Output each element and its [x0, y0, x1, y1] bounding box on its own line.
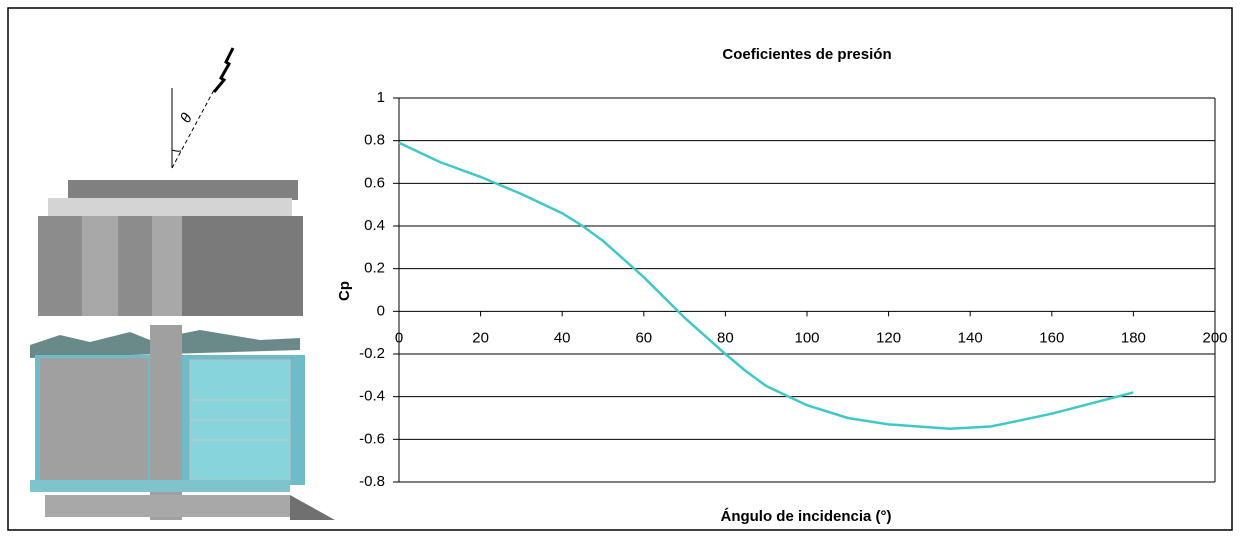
facade-side: [182, 216, 303, 316]
x-tick-label: 180: [1121, 329, 1146, 346]
wind-arrow: [212, 47, 235, 93]
x-tick-label: 0: [395, 329, 403, 346]
x-tick-label: 120: [876, 329, 901, 346]
y-tick-label: 0.6: [364, 174, 385, 191]
x-tick-label: 200: [1202, 329, 1227, 346]
x-tick-label: 160: [1039, 329, 1064, 346]
x-tick-label: 40: [554, 329, 571, 346]
x-tick-label: 140: [958, 329, 983, 346]
angle-arc: [171, 149, 182, 152]
chart-title: Coeficientes de presión: [722, 46, 891, 63]
y-axis-label: Cp: [336, 281, 353, 301]
x-tick-label: 20: [472, 329, 489, 346]
wall-panel: [40, 358, 148, 483]
column: [82, 216, 118, 316]
y-tick-label: 0.2: [364, 260, 385, 277]
y-tick-label: 1: [377, 89, 385, 106]
x-axis-label: Ángulo de incidencia (°): [720, 508, 891, 525]
wind-direction: [171, 89, 215, 169]
x-tick-label: 100: [794, 329, 819, 346]
base-glass: [30, 480, 290, 492]
ramp: [290, 495, 335, 520]
y-tick-label: -0.4: [359, 388, 385, 405]
y-tick-label: -0.6: [359, 430, 385, 447]
roof: [68, 180, 298, 200]
column: [152, 216, 182, 316]
base: [45, 495, 290, 517]
y-tick-label: 0: [377, 302, 385, 319]
y-tick-label: 0.8: [364, 132, 385, 149]
y-tick-label: -0.8: [359, 473, 385, 490]
y-tick-label: -0.2: [359, 345, 385, 362]
y-tick-label: 0.4: [364, 217, 385, 234]
x-tick-label: 80: [717, 329, 734, 346]
building-illustration: θ: [30, 47, 335, 520]
roof-edge: [48, 198, 292, 216]
data-line: [398, 141, 1134, 430]
x-tick-label: 60: [635, 329, 652, 346]
